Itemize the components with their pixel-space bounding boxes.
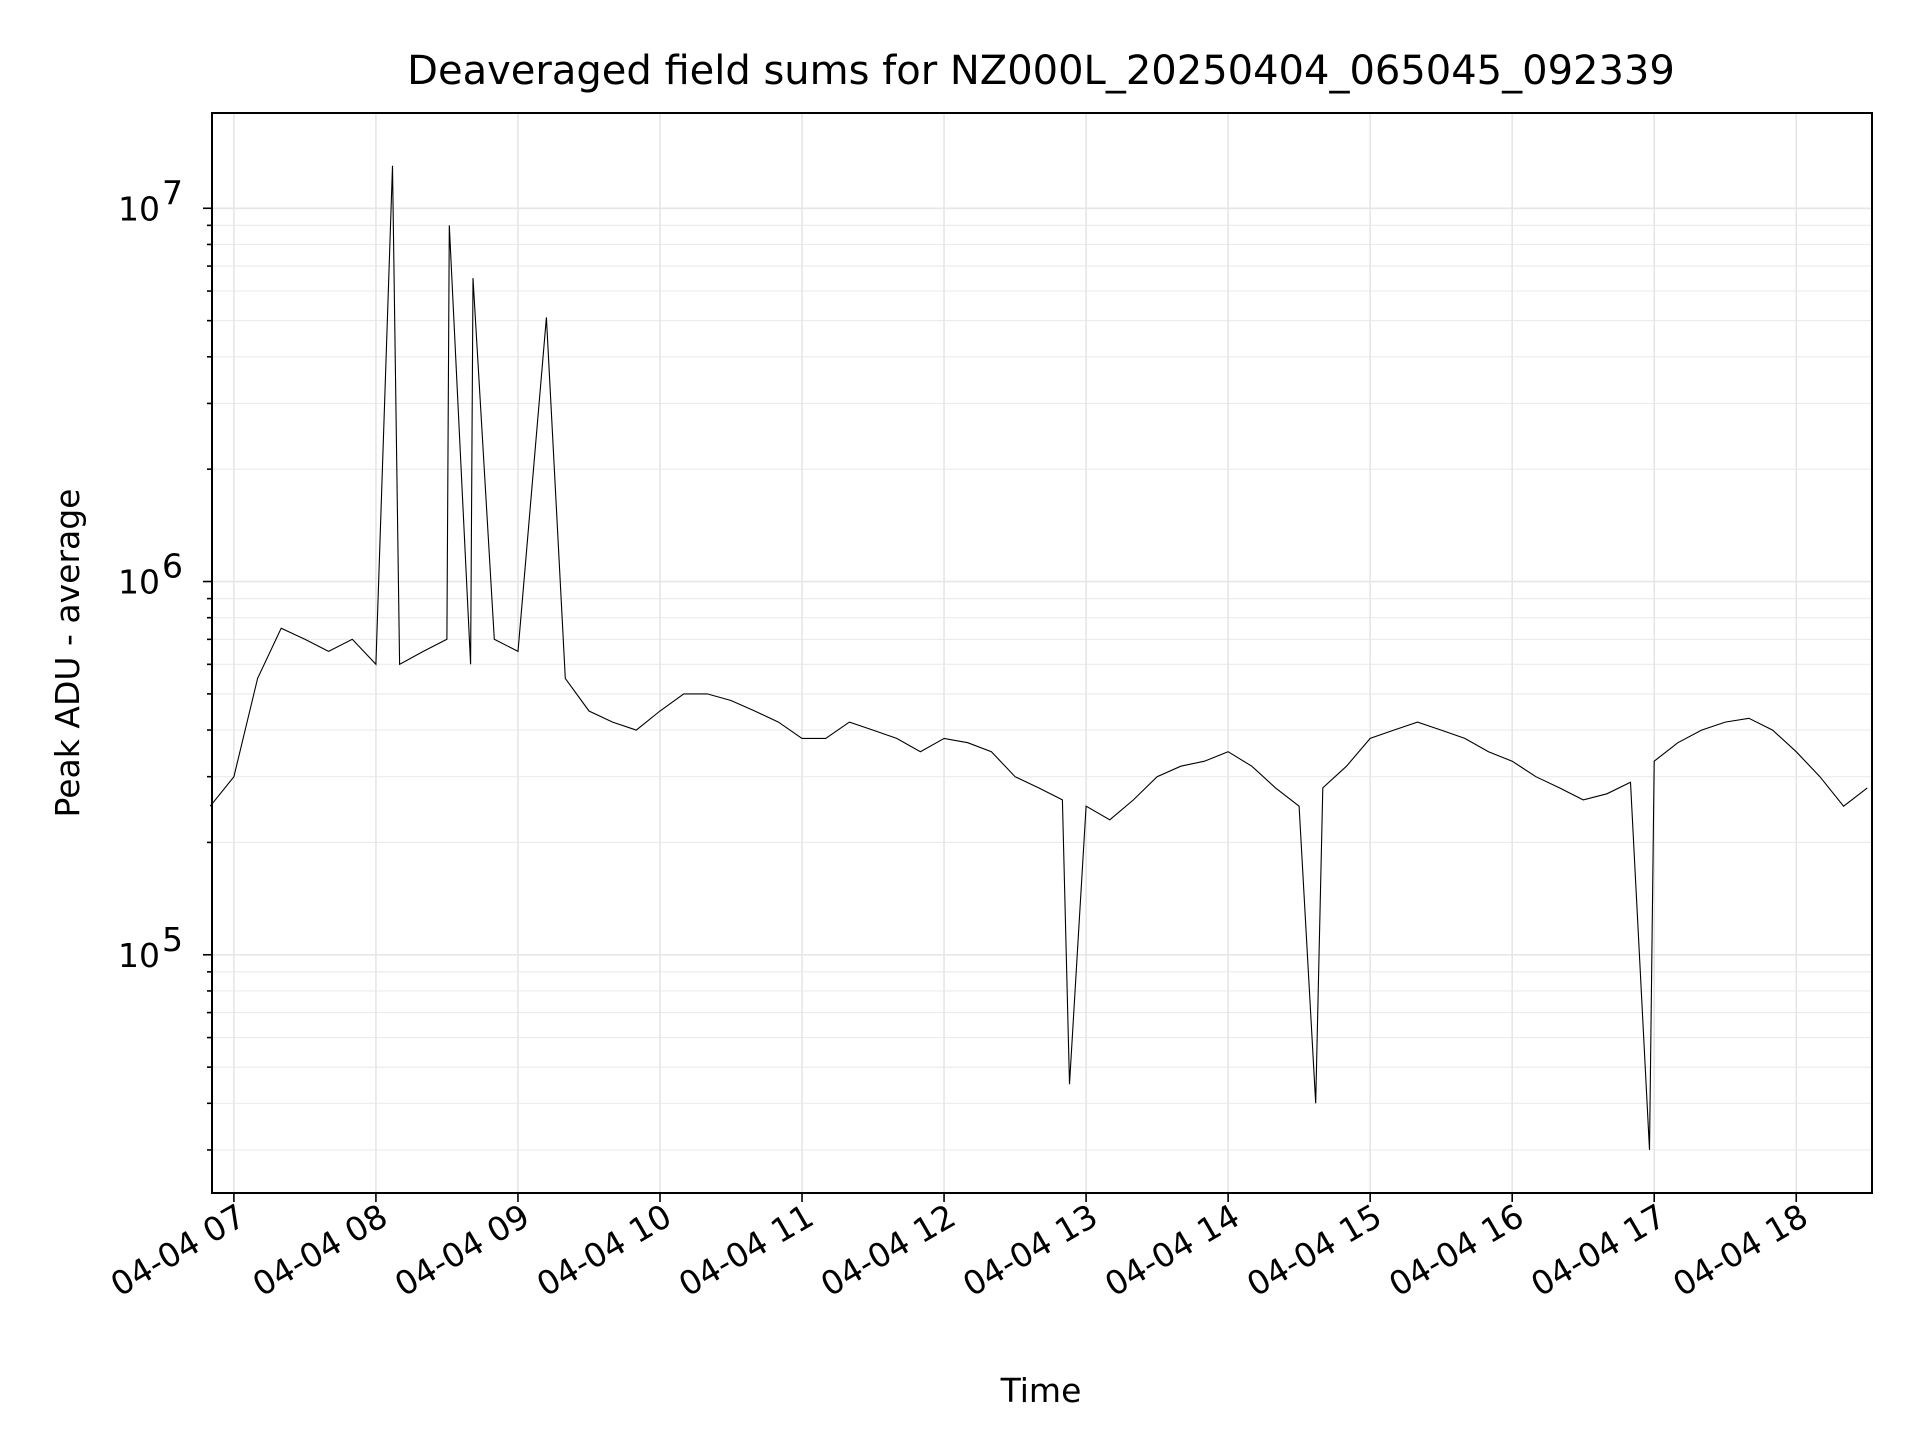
y-tick-label-exponent: 7 <box>162 173 183 212</box>
x-tick-label: 04-04 16 <box>1382 1196 1530 1304</box>
y-tick-label-exponent: 6 <box>162 547 183 586</box>
x-tick-label: 04-04 18 <box>1666 1196 1814 1304</box>
y-tick-label: 10 <box>118 189 160 228</box>
y-axis-label: Peak ADU - average <box>48 489 87 818</box>
y-tick-label-exponent: 5 <box>162 920 183 959</box>
series-trace <box>209 165 1868 1150</box>
x-tick-label: 04-04 17 <box>1524 1196 1672 1304</box>
x-tick-label: 04-04 13 <box>956 1196 1104 1304</box>
x-tick-label: 04-04 14 <box>1098 1196 1246 1304</box>
x-tick-label: 04-04 08 <box>246 1196 394 1304</box>
x-tick-label: 04-04 11 <box>672 1196 820 1304</box>
x-tick-label: 04-04 09 <box>388 1196 536 1304</box>
series-line <box>209 165 1868 1150</box>
grid <box>212 113 1872 1193</box>
x-tick-label: 04-04 15 <box>1240 1196 1388 1304</box>
x-tick-label: 04-04 12 <box>814 1196 962 1304</box>
y-tick-label: 10 <box>118 936 160 975</box>
x-tick-label: 04-04 10 <box>530 1196 678 1304</box>
plot-frame <box>211 112 1873 1194</box>
x-axis-label: Time <box>1000 1371 1082 1410</box>
y-tick-label: 10 <box>118 563 160 602</box>
chart-title: Deaveraged field sums for NZ000L_2025040… <box>407 48 1675 94</box>
x-tick-label: 04-04 07 <box>104 1196 252 1304</box>
